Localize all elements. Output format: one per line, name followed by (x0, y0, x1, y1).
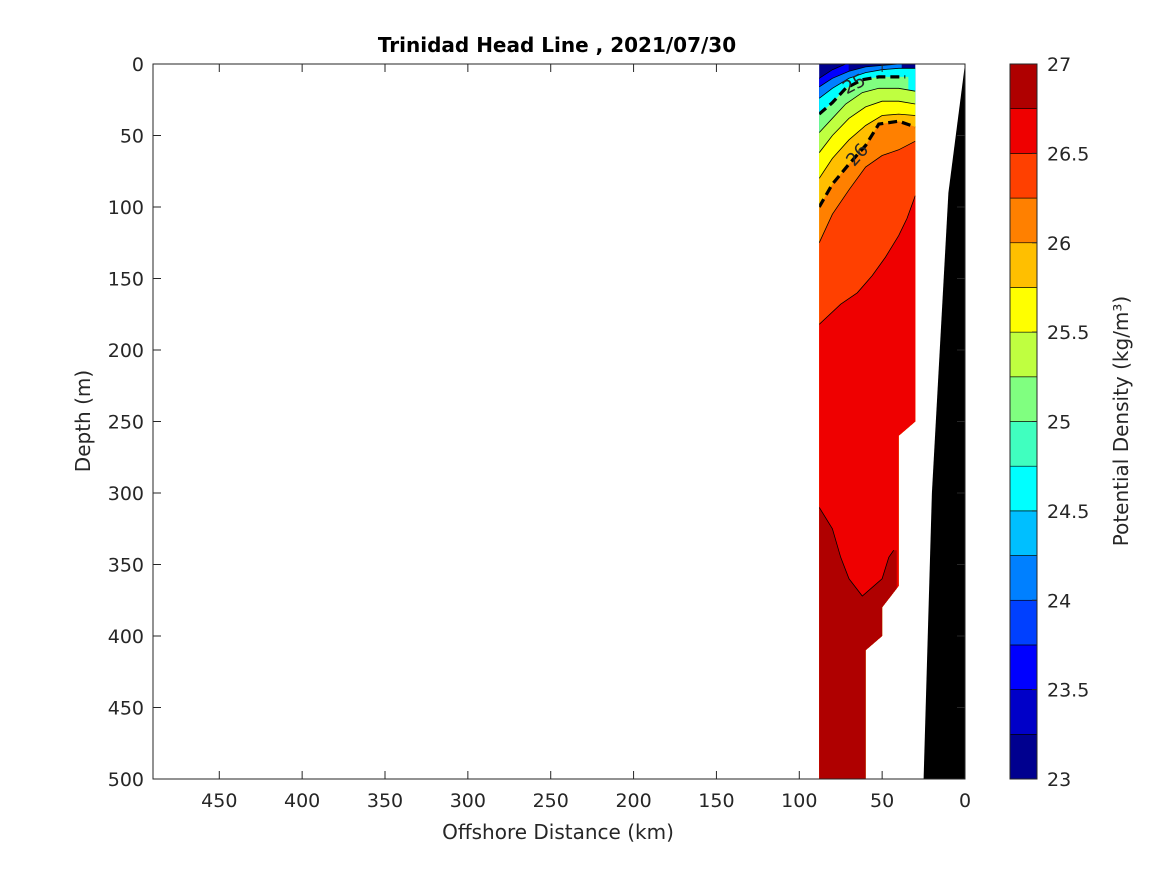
colorbar-swatch (1009, 331, 1038, 378)
isopycnal-line-25.5 (819, 100, 916, 153)
y-tick-label: 0 (132, 54, 144, 76)
colorbar-swatch (1009, 287, 1038, 333)
y-tick-label: 500 (108, 769, 144, 791)
colorbar-swatch (1009, 63, 1038, 109)
colorbar-swatch (1009, 376, 1038, 422)
colorbar-tick-label: 26 (1047, 233, 1071, 255)
colorbar-swatch (1009, 197, 1038, 244)
contour-fills (819, 64, 916, 779)
colorbar-tick-label: 27 (1047, 54, 1071, 76)
y-tick-label: 100 (108, 197, 144, 219)
colorbar-swatch (1009, 108, 1038, 154)
colorbar-label: Potential Density (kg/m³) (1109, 296, 1133, 547)
colorbar-swatch (1009, 421, 1038, 467)
isopycnal-line-26.5 (819, 195, 916, 325)
x-axis-ticks: 450 400 350 300 250 200 150 100 50 0 (201, 64, 971, 812)
isopycnal-line-24.5 (819, 67, 916, 99)
isopycnal-line-26.75 (819, 507, 895, 597)
y-tick-label: 150 (108, 269, 144, 291)
isopycnal-line-25.25 (819, 87, 916, 133)
isopycnal-line-25 (819, 75, 906, 116)
colorbar-swatch (1009, 555, 1038, 601)
colorbar-swatch (1009, 689, 1038, 735)
x-tick-label: 150 (698, 790, 734, 812)
colorbar-tick-label: 25 (1047, 412, 1071, 434)
colorbar-tick-label: 23 (1047, 769, 1071, 791)
isopycnal-line-25.75 (819, 113, 916, 179)
x-tick-label: 100 (781, 790, 817, 812)
colorbar-swatch (1009, 465, 1038, 512)
x-axis-label: Offshore Distance (km) (442, 820, 674, 844)
bathymetry-seafloor (923, 64, 965, 779)
colorbar-ticks: 23 23.5 24 24.5 25 25.5 26 26.5 27 (1032, 54, 1089, 791)
x-tick-label: 450 (201, 790, 237, 812)
y-tick-label: 50 (120, 126, 144, 148)
isopycnal-line-23.5 (819, 64, 846, 79)
chart-title: Trinidad Head Line , 2021/07/30 (378, 33, 736, 57)
x-tick-label: 50 (870, 790, 894, 812)
colorbar-tick-label: 24.5 (1047, 501, 1089, 523)
y-tick-label: 300 (108, 483, 144, 505)
colorbar-tick-label: 25.5 (1047, 322, 1089, 344)
y-tick-label: 250 (108, 412, 144, 434)
isopycnal-line-24 (819, 64, 899, 88)
colorbar: 23 23.5 24 24.5 25 25.5 26 26.5 27 Potential Den… (1009, 54, 1133, 791)
colorbar-tick-label: 23.5 (1047, 680, 1089, 702)
x-tick-label: 400 (284, 790, 320, 812)
y-tick-label: 400 (108, 626, 144, 648)
x-tick-label: 300 (450, 790, 486, 812)
y-axis-label: Depth (m) (71, 370, 95, 472)
colorbar-swatch (1009, 510, 1038, 556)
y-tick-label: 450 (108, 698, 144, 720)
colorbar-swatch (1009, 644, 1038, 690)
colorbar-tick-label: 26.5 (1047, 143, 1089, 165)
x-tick-label: 200 (615, 790, 651, 812)
y-tick-label: 350 (108, 555, 144, 577)
x-tick-label: 0 (959, 790, 971, 812)
isopycnal-line-26.25 (819, 140, 916, 243)
contour-lines (819, 64, 916, 597)
colorbar-tick-label: 24 (1047, 590, 1071, 612)
x-tick-label: 250 (533, 790, 569, 812)
x-tick-label: 350 (367, 790, 403, 812)
colorbar-swatch (1009, 242, 1038, 288)
y-axis-ticks: 0 50 100 150 200 250 300 350 400 450 500 (108, 54, 965, 791)
colorbar-swatch (1009, 599, 1038, 646)
colorbar-swatch (1009, 153, 1038, 199)
isopycnal-line-26 (819, 119, 916, 208)
colorbar-swatch (1009, 734, 1038, 780)
y-tick-label: 200 (108, 340, 144, 362)
